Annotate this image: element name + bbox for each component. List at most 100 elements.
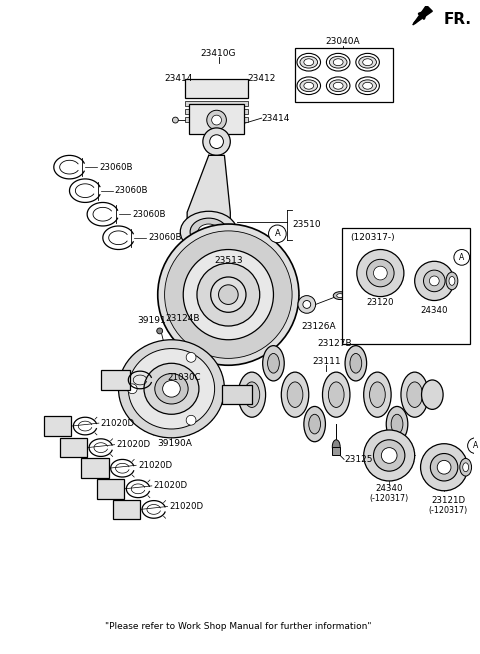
Circle shape — [186, 353, 196, 362]
Bar — [185, 101, 248, 107]
Ellipse shape — [204, 246, 210, 258]
Bar — [185, 109, 248, 114]
Circle shape — [364, 430, 415, 481]
Circle shape — [211, 277, 246, 313]
Ellipse shape — [407, 382, 422, 407]
Ellipse shape — [263, 345, 284, 381]
Text: 23060B: 23060B — [115, 186, 148, 195]
Ellipse shape — [219, 250, 226, 260]
Ellipse shape — [287, 382, 303, 407]
Ellipse shape — [300, 56, 318, 68]
Ellipse shape — [326, 54, 350, 71]
Ellipse shape — [326, 77, 350, 95]
Circle shape — [431, 453, 458, 481]
Ellipse shape — [155, 373, 188, 404]
Circle shape — [303, 301, 311, 309]
Text: FR.: FR. — [444, 12, 472, 27]
Ellipse shape — [356, 77, 379, 95]
Circle shape — [423, 270, 445, 292]
Circle shape — [197, 264, 260, 326]
Ellipse shape — [364, 372, 391, 417]
Ellipse shape — [386, 406, 408, 441]
Ellipse shape — [329, 80, 347, 92]
Ellipse shape — [144, 363, 199, 414]
Bar — [185, 79, 248, 99]
Bar — [97, 479, 124, 498]
Text: A: A — [275, 230, 280, 238]
Text: 24340: 24340 — [420, 306, 448, 315]
Circle shape — [373, 439, 405, 471]
Ellipse shape — [281, 372, 309, 417]
Circle shape — [186, 415, 196, 425]
Ellipse shape — [336, 294, 344, 298]
Bar — [101, 370, 130, 390]
Ellipse shape — [332, 439, 340, 453]
Circle shape — [183, 250, 274, 339]
Text: 23127B: 23127B — [317, 339, 351, 348]
Ellipse shape — [128, 349, 215, 429]
Bar — [60, 438, 87, 457]
Polygon shape — [187, 156, 230, 252]
Circle shape — [420, 443, 468, 490]
Ellipse shape — [309, 414, 321, 434]
Text: "Please refer to Work Shop Manual for further information": "Please refer to Work Shop Manual for fu… — [105, 621, 372, 630]
Circle shape — [172, 117, 179, 123]
Ellipse shape — [359, 80, 376, 92]
Ellipse shape — [333, 292, 347, 300]
Text: 21020D: 21020D — [101, 419, 135, 428]
Circle shape — [212, 115, 221, 125]
Circle shape — [415, 262, 454, 301]
Circle shape — [210, 135, 223, 148]
Circle shape — [203, 128, 230, 156]
Ellipse shape — [297, 54, 321, 71]
Ellipse shape — [119, 339, 225, 438]
Circle shape — [218, 285, 238, 305]
Bar — [44, 416, 72, 436]
Circle shape — [373, 266, 387, 280]
Ellipse shape — [333, 59, 343, 65]
Text: 23414: 23414 — [164, 75, 192, 83]
Text: 23060B: 23060B — [132, 210, 166, 218]
Circle shape — [357, 250, 404, 297]
Circle shape — [165, 231, 292, 358]
Circle shape — [268, 225, 286, 243]
Ellipse shape — [363, 82, 372, 89]
Text: (120317-): (120317-) — [350, 233, 395, 242]
Circle shape — [454, 250, 469, 266]
Text: 23513: 23513 — [214, 256, 243, 265]
Text: 21020D: 21020D — [138, 461, 172, 470]
Text: 24340: 24340 — [375, 485, 403, 493]
Circle shape — [157, 328, 163, 334]
Ellipse shape — [421, 380, 443, 409]
Text: A: A — [459, 253, 464, 262]
Bar — [295, 48, 393, 103]
Text: 21030C: 21030C — [168, 373, 201, 381]
Ellipse shape — [244, 382, 260, 407]
Text: 23410G: 23410G — [201, 49, 236, 58]
Ellipse shape — [198, 224, 219, 240]
Ellipse shape — [463, 463, 468, 472]
Circle shape — [158, 224, 299, 365]
Ellipse shape — [328, 382, 344, 407]
Ellipse shape — [359, 56, 376, 68]
Ellipse shape — [238, 372, 265, 417]
Text: A: A — [473, 441, 478, 450]
Text: 23124B: 23124B — [165, 314, 200, 322]
Circle shape — [205, 138, 213, 146]
Circle shape — [127, 384, 137, 394]
Text: (-120317): (-120317) — [428, 506, 468, 515]
Ellipse shape — [370, 382, 385, 407]
Ellipse shape — [401, 372, 429, 417]
Bar — [222, 385, 252, 404]
Ellipse shape — [323, 372, 350, 417]
Bar — [185, 117, 248, 122]
Text: 39190A: 39190A — [157, 439, 192, 448]
Ellipse shape — [363, 59, 372, 65]
Text: 23040A: 23040A — [326, 37, 360, 46]
Bar — [366, 285, 387, 297]
Bar — [342, 228, 469, 343]
Text: 21020D: 21020D — [154, 481, 188, 490]
Circle shape — [207, 111, 227, 130]
Ellipse shape — [350, 353, 362, 373]
Circle shape — [381, 447, 397, 463]
